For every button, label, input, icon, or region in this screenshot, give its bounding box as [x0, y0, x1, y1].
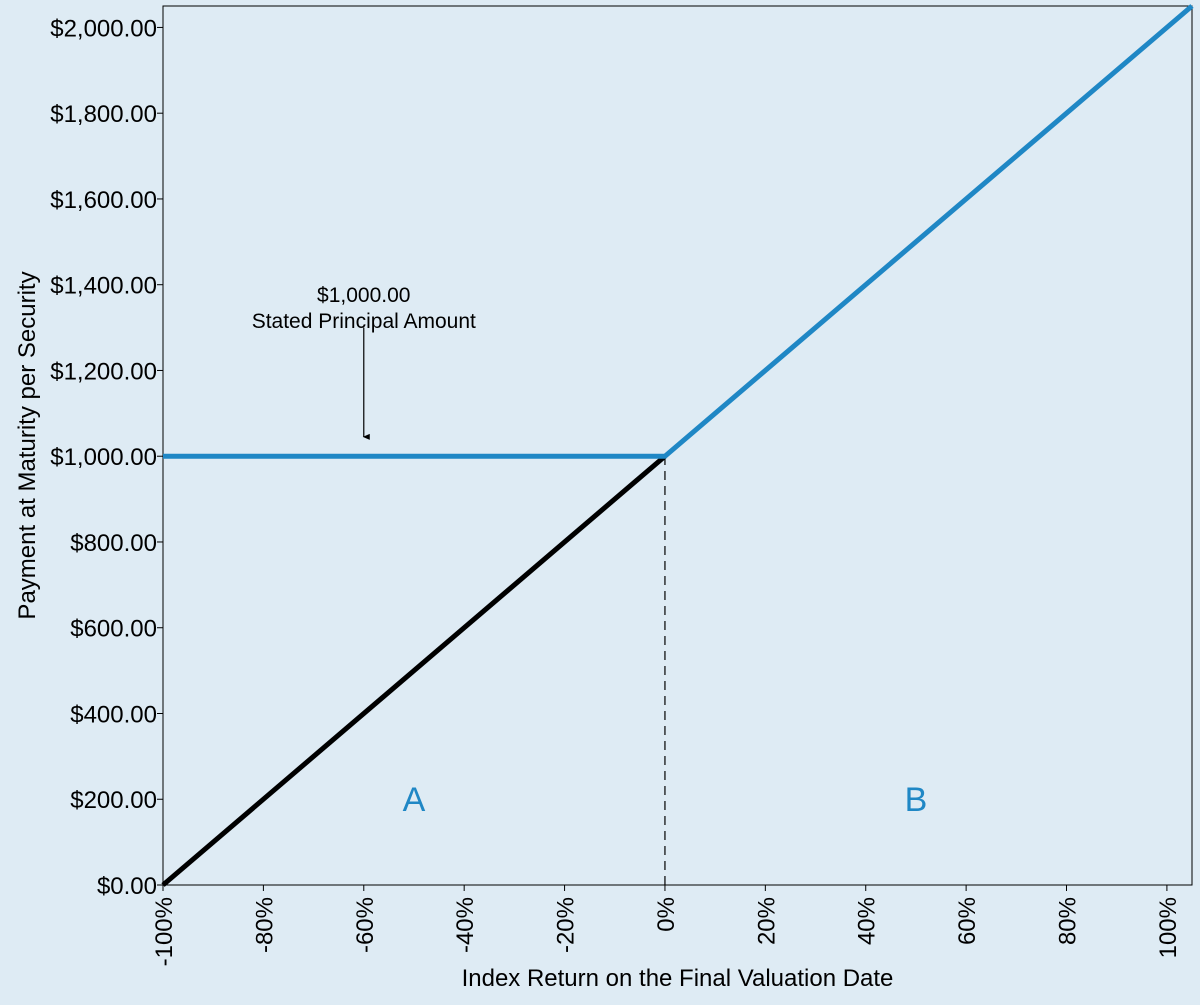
- region-label-a: A: [403, 781, 426, 819]
- x-tick-label: 60%: [954, 897, 981, 945]
- region-label-b: B: [905, 781, 928, 819]
- plot-area: [162, 5, 1193, 886]
- x-axis-title: Index Return on the Final Valuation Date: [462, 965, 894, 992]
- series-line-2: [163, 4, 1194, 459]
- annotations: $1,000.00 Stated Principal Amount: [252, 284, 476, 440]
- y-tick-label: $1,600.00: [50, 187, 157, 214]
- y-tick-label: $200.00: [70, 787, 157, 814]
- x-tick-label: 40%: [854, 897, 881, 945]
- annotation-text: $1,000.00: [317, 284, 410, 307]
- y-tick-label: $1,200.00: [50, 358, 157, 385]
- annotation-text: Stated Principal Amount: [252, 310, 476, 333]
- x-tick-label: -100%: [151, 897, 178, 966]
- x-tick-label: -80%: [251, 897, 278, 953]
- x-tick-label: 20%: [753, 897, 780, 945]
- x-tick-label: -40%: [452, 897, 479, 953]
- x-tick-label: 80%: [1055, 897, 1082, 945]
- y-tick-label: $1,000.00: [50, 444, 157, 471]
- y-axis-ticks: $0.00 $200.00 $400.00 $600.00 $800.00 $1,000.…: [50, 15, 163, 900]
- x-tick-label: -20%: [553, 897, 580, 953]
- x-tick-label: 0%: [653, 897, 680, 932]
- y-tick-label: $400.00: [70, 701, 157, 728]
- series-lines: [161, 4, 1194, 887]
- y-tick-label: $1,400.00: [50, 273, 157, 300]
- y-tick-label: $600.00: [70, 616, 157, 643]
- x-axis-ticks: -100% -80% -60% -40% -20% 0% 20% 40% 60% 80% 100%: [151, 885, 1182, 966]
- y-tick-label: $2,000.00: [50, 15, 157, 42]
- series-line-1: [161, 454, 667, 887]
- x-tick-label: 100%: [1155, 897, 1182, 958]
- x-tick-label: -60%: [352, 897, 379, 953]
- y-tick-label: $1,800.00: [50, 101, 157, 128]
- y-tick-label: $0.00: [97, 873, 157, 900]
- y-axis-title: Payment at Maturity per Security: [14, 271, 41, 619]
- y-tick-label: $800.00: [70, 530, 157, 557]
